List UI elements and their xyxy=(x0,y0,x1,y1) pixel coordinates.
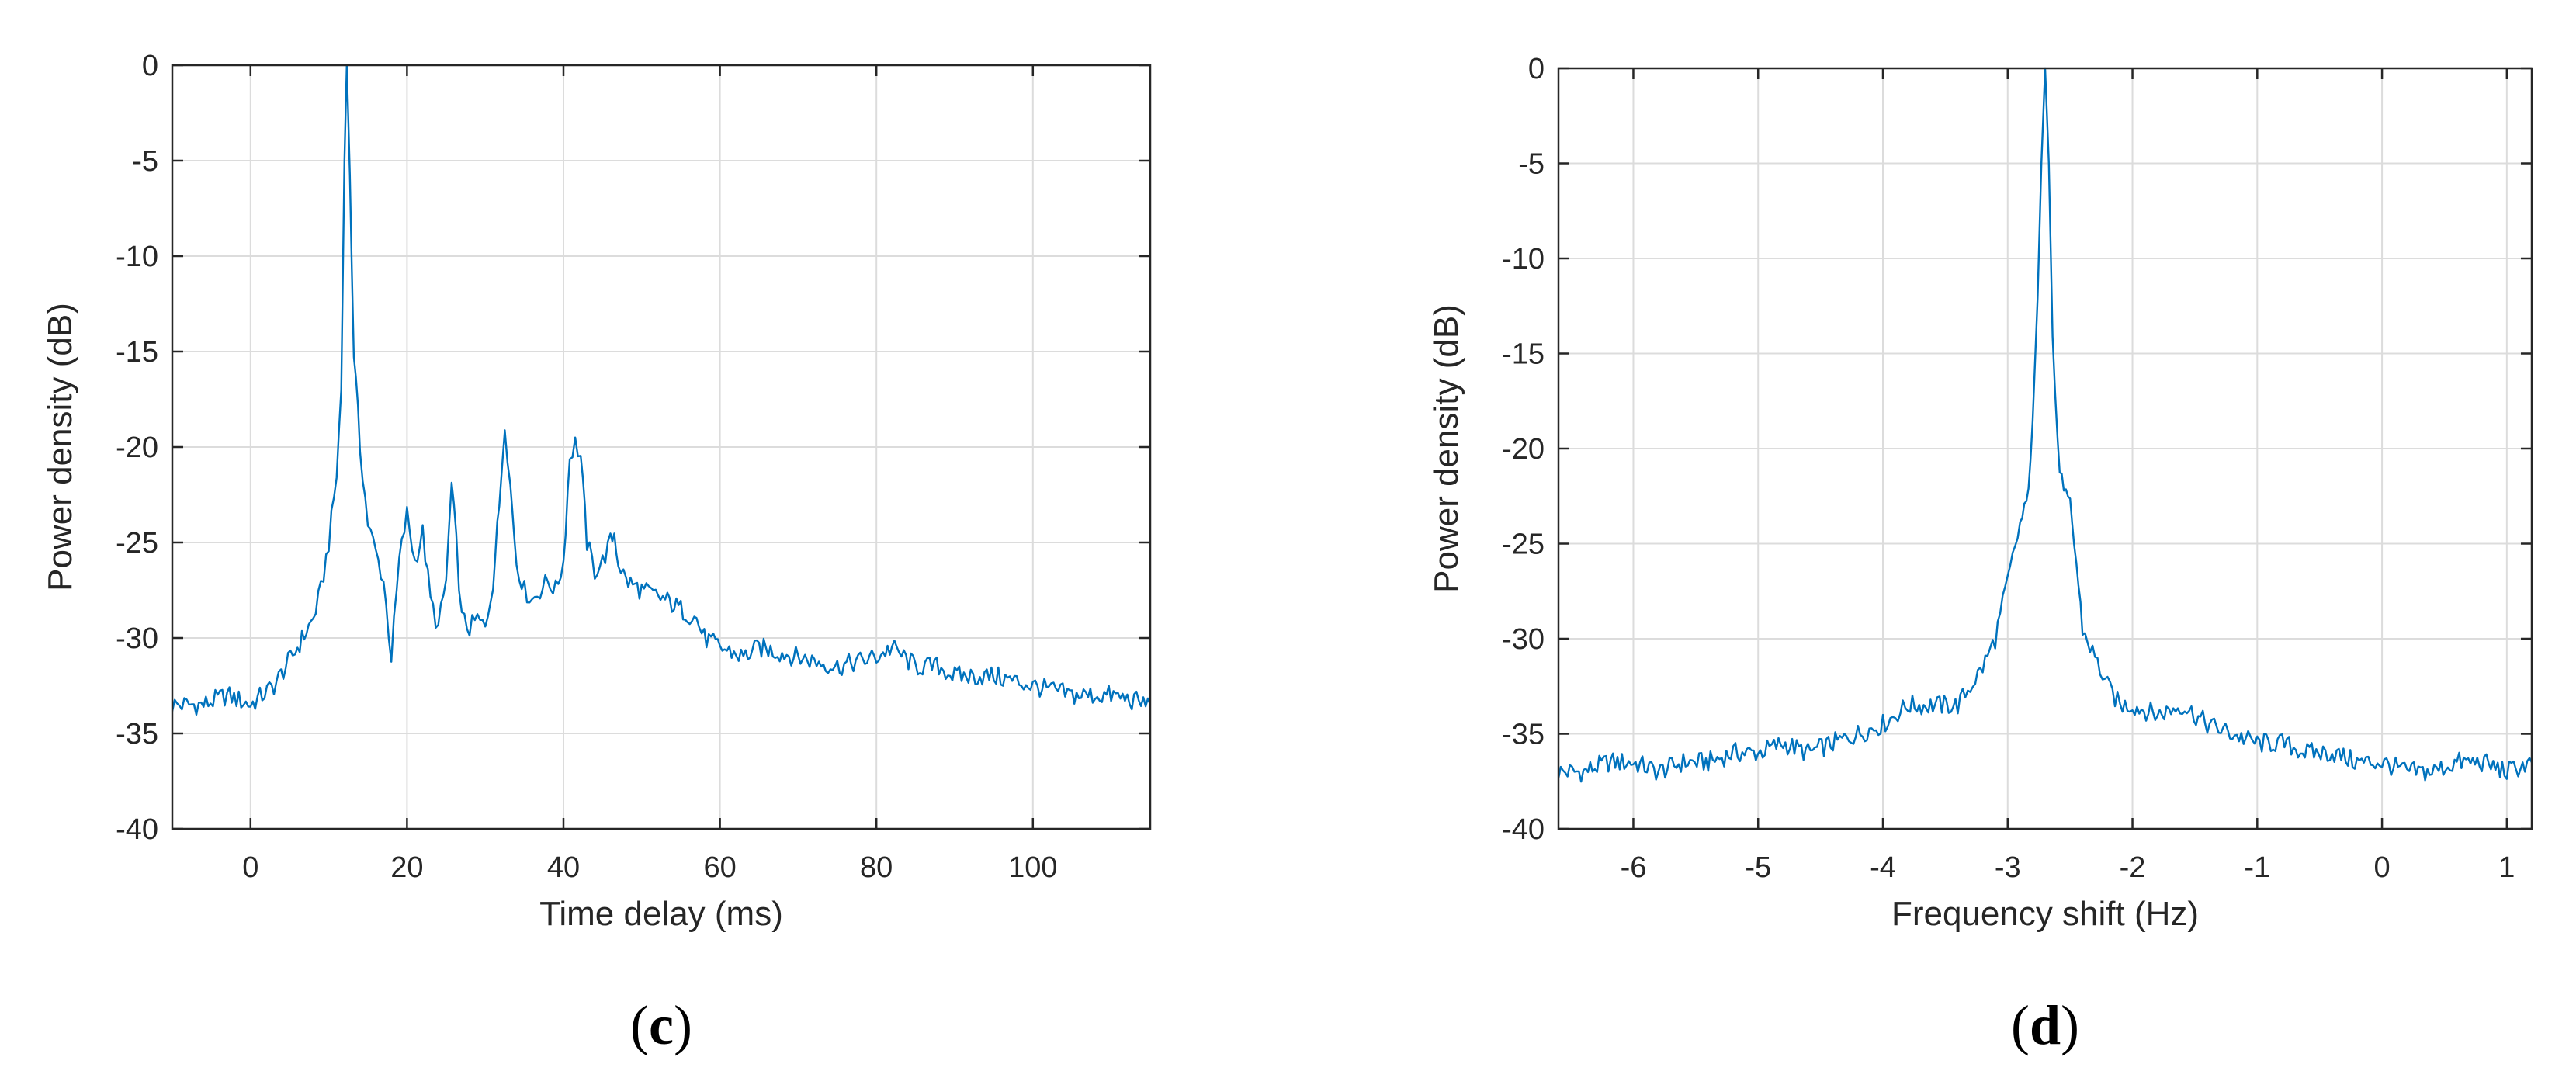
y-tick-label-d-0: 0 xyxy=(1528,53,1545,85)
y-tick-label-c-7: -35 xyxy=(116,718,158,750)
y-tick-label-c-5: -25 xyxy=(116,527,158,560)
x-tick-label-d-7: 1 xyxy=(2498,851,2515,884)
panel-label-d: (d) xyxy=(2011,994,2079,1056)
panel-letter-d: d xyxy=(2030,994,2061,1056)
y-tick-label-d-1: -5 xyxy=(1518,148,1545,181)
y-tick-label-c-2: -10 xyxy=(116,241,158,273)
y-tick-label-d-3: -15 xyxy=(1502,338,1545,371)
y-axis-label-c: Power density (dB) xyxy=(41,303,79,591)
x-axis-label-d: Frequency shift (Hz) xyxy=(1891,895,2199,933)
x-tick-label-d-1: -5 xyxy=(1745,851,1771,884)
y-tick-label-d-4: -20 xyxy=(1502,433,1545,466)
y-axis-label-d: Power density (dB) xyxy=(1427,304,1465,593)
y-tick-label-c-0: 0 xyxy=(142,50,158,82)
ticks-c: 0 20 40 60 80 100 0 -5 -10 -15 -20 -25 -30 -35 -40 xyxy=(116,50,1150,884)
grid-d xyxy=(1558,68,2532,830)
y-tick-label-c-1: -5 xyxy=(132,145,158,178)
x-tick-label-c-5: 100 xyxy=(1008,851,1057,884)
x-tick-label-c-3: 60 xyxy=(703,851,736,884)
y-tick-label-d-6: -30 xyxy=(1502,623,1545,656)
y-tick-label-d-5: -25 xyxy=(1502,529,1545,561)
y-tick-label-c-8: -40 xyxy=(116,813,158,846)
series-line-c xyxy=(171,64,1152,716)
y-tick-label-c-3: -15 xyxy=(116,336,158,369)
x-tick-label-d-6: 0 xyxy=(2374,851,2391,884)
x-tick-label-d-4: -2 xyxy=(2120,851,2146,884)
series-line-d xyxy=(1557,67,2533,783)
x-tick-label-d-0: -6 xyxy=(1621,851,1647,884)
ticks-d: -6 -5 -4 -3 -2 -1 0 10-5-10-15-20-25-30-35-40 xyxy=(1502,53,2532,884)
x-tick-label-c-1: 20 xyxy=(390,851,423,884)
x-tick-label-c-4: 80 xyxy=(860,851,893,884)
y-tick-label-d-2: -10 xyxy=(1502,243,1545,276)
x-tick-label-d-2: -4 xyxy=(1870,851,1896,884)
panel-label-c: (c) xyxy=(630,994,692,1056)
x-axis-label-c: Time delay (ms) xyxy=(539,895,783,933)
y-tick-label-c-4: -20 xyxy=(116,432,158,464)
x-tick-label-c-0: 0 xyxy=(242,851,258,884)
chart-panel-c: 0 20 40 60 80 100 0 -5 -10 -15 -20 -25 -30 -35 -40 Tim… xyxy=(41,50,1152,1056)
chart-panel-d: -6 -5 -4 -3 -2 -1 0 10-5-10-15-20-25-30-35-40 F… xyxy=(1427,53,2533,1056)
y-tick-label-d-7: -35 xyxy=(1502,719,1545,751)
x-tick-label-d-3: -3 xyxy=(1995,851,2021,884)
y-tick-label-c-6: -30 xyxy=(116,622,158,655)
panel-letter-c: c xyxy=(649,994,674,1056)
y-tick-label-d-8: -40 xyxy=(1502,813,1545,846)
x-tick-label-d-5: -1 xyxy=(2244,851,2270,884)
x-tick-label-c-2: 40 xyxy=(547,851,580,884)
grid-c xyxy=(172,64,1150,830)
